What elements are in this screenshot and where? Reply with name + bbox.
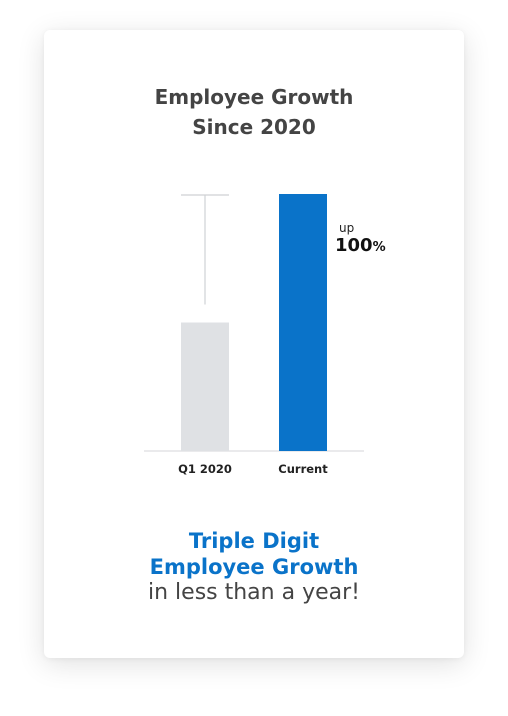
tagline-line-3: in less than a year! [148,580,360,605]
chart-title: Employee Growth Since 2020 [44,82,464,142]
growth-annotation-value: 100% [335,235,386,256]
growth-annotation-number: 100 [335,235,373,256]
infographic-card: Employee Growth Since 2020 Q1 2020 Curren… [44,30,464,658]
tagline: Triple Digit Employee Growth in less tha… [44,528,464,606]
x-tick-label-q1-2020: Q1 2020 [178,462,232,476]
growth-annotation-unit: % [373,240,386,255]
x-tick-label-current: Current [278,462,328,476]
tagline-line-1: Triple Digit [188,529,320,553]
bar-current [279,194,327,451]
chart-title-line-2: Since 2020 [192,115,316,139]
chart-title-line-1: Employee Growth [154,85,354,109]
growth-annotation-prefix: up [339,221,354,235]
bar-q1-2020 [181,322,229,451]
tagline-line-2: Employee Growth [149,555,359,579]
growth-bar-chart: Q1 2020 Current up 100% [144,194,386,476]
